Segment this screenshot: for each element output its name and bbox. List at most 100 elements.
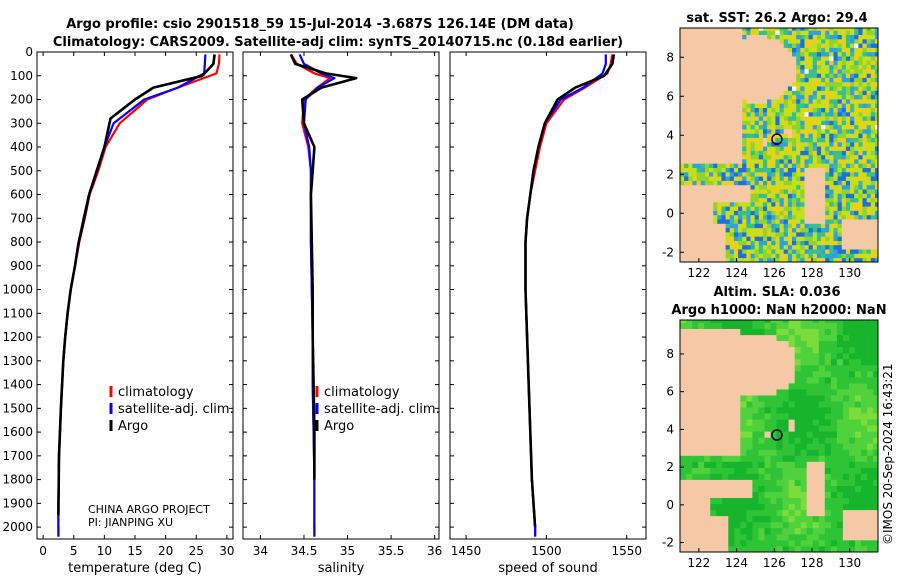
map-cell: [841, 111, 847, 117]
map-cell: [717, 38, 722, 44]
map-cell: [692, 154, 697, 160]
map-cell: [771, 219, 776, 224]
map-cell: [742, 240, 747, 246]
map-cell: [704, 431, 711, 438]
map-cell: [816, 210, 822, 216]
map-cell: [692, 232, 697, 237]
map-cell: [816, 163, 822, 168]
map-cell: [709, 236, 714, 241]
map-cell: [788, 377, 795, 384]
map-cell: [800, 497, 808, 505]
map-cell: [767, 99, 772, 104]
map-cell: [836, 467, 844, 474]
map-cell: [837, 47, 843, 53]
map-cell: [812, 334, 820, 342]
map-cell: [818, 473, 826, 480]
map-cell: [688, 43, 693, 48]
map-cell: [870, 210, 876, 216]
map-cell: [740, 370, 747, 378]
map-cell: [796, 223, 801, 229]
map-cell: [725, 94, 731, 100]
map-cell: [742, 227, 747, 233]
map-cell: [767, 34, 772, 40]
map-cell: [698, 467, 705, 474]
y-tick-label: 800: [10, 235, 33, 249]
map-cell: [855, 455, 862, 462]
map-cell: [722, 413, 729, 420]
map-cell: [728, 521, 735, 529]
map-cell: [763, 244, 768, 250]
map-cell: [721, 69, 726, 74]
map-cell: [792, 184, 797, 190]
map-cell: [858, 133, 863, 138]
map-cell: [700, 124, 706, 130]
map-cell: [713, 81, 718, 87]
map-cell: [854, 219, 859, 224]
map-cell: [717, 129, 722, 134]
map-cell: [684, 150, 689, 156]
map-cell: [796, 28, 801, 31]
map-cell: [841, 214, 847, 220]
map-cell: [684, 236, 689, 241]
map-cell: [804, 51, 809, 57]
map-cell: [804, 210, 809, 216]
map-cell: [787, 171, 793, 177]
map-cell: [812, 120, 818, 126]
map-cell: [709, 232, 714, 237]
map-cell: [824, 320, 832, 323]
map-cell: [771, 124, 776, 130]
map-cell: [849, 352, 856, 360]
map-cell: [767, 56, 772, 61]
map-cell: [686, 389, 693, 396]
map-cell: [728, 455, 735, 462]
map-cell: [837, 163, 843, 168]
map-cell: [721, 129, 726, 134]
map-cell: [850, 73, 855, 78]
map-cell: [783, 137, 789, 143]
map-cell: [692, 539, 699, 547]
map-cell: [816, 227, 822, 233]
map-cell: [870, 227, 876, 233]
map-cell: [816, 103, 822, 108]
map-cell: [754, 56, 760, 61]
map-cell: [763, 232, 768, 237]
map-cell: [821, 94, 826, 100]
map-cell: [833, 146, 838, 151]
y-tick-label: -2: [662, 536, 674, 550]
map-cell: [725, 240, 731, 246]
map-cell: [873, 473, 879, 480]
map-cell: [792, 103, 797, 108]
map-cell: [692, 257, 697, 263]
map-cell: [692, 43, 697, 48]
map-cell: [861, 413, 868, 420]
map-cell: [698, 383, 705, 390]
map-cell: [776, 370, 783, 378]
map-cell: [770, 509, 777, 517]
map-cell: [713, 86, 718, 91]
map-cell: [686, 515, 693, 523]
map-cell: [750, 129, 755, 134]
map-cell: [700, 253, 706, 259]
map-cell: [709, 133, 714, 138]
map-cell: [787, 253, 793, 259]
map-cell: [818, 358, 826, 366]
map-cell: [758, 485, 765, 492]
map-cell: [862, 189, 867, 194]
map-cell: [713, 111, 718, 117]
map-cell: [763, 137, 768, 143]
map-cell: [734, 437, 741, 444]
map-cell: [686, 443, 693, 450]
map-cell: [725, 163, 731, 168]
map-cell: [729, 210, 735, 216]
map-cell: [861, 497, 868, 505]
map-cell: [750, 81, 755, 87]
map-cell: [684, 60, 689, 66]
map-cell: [713, 176, 718, 181]
map-cell: [787, 154, 793, 160]
map-cell: [698, 497, 705, 505]
map-cell: [825, 116, 830, 121]
map-cell: [812, 43, 818, 48]
map-cell: [696, 219, 702, 224]
map-cell: [800, 377, 808, 384]
map-cell: [833, 167, 838, 173]
